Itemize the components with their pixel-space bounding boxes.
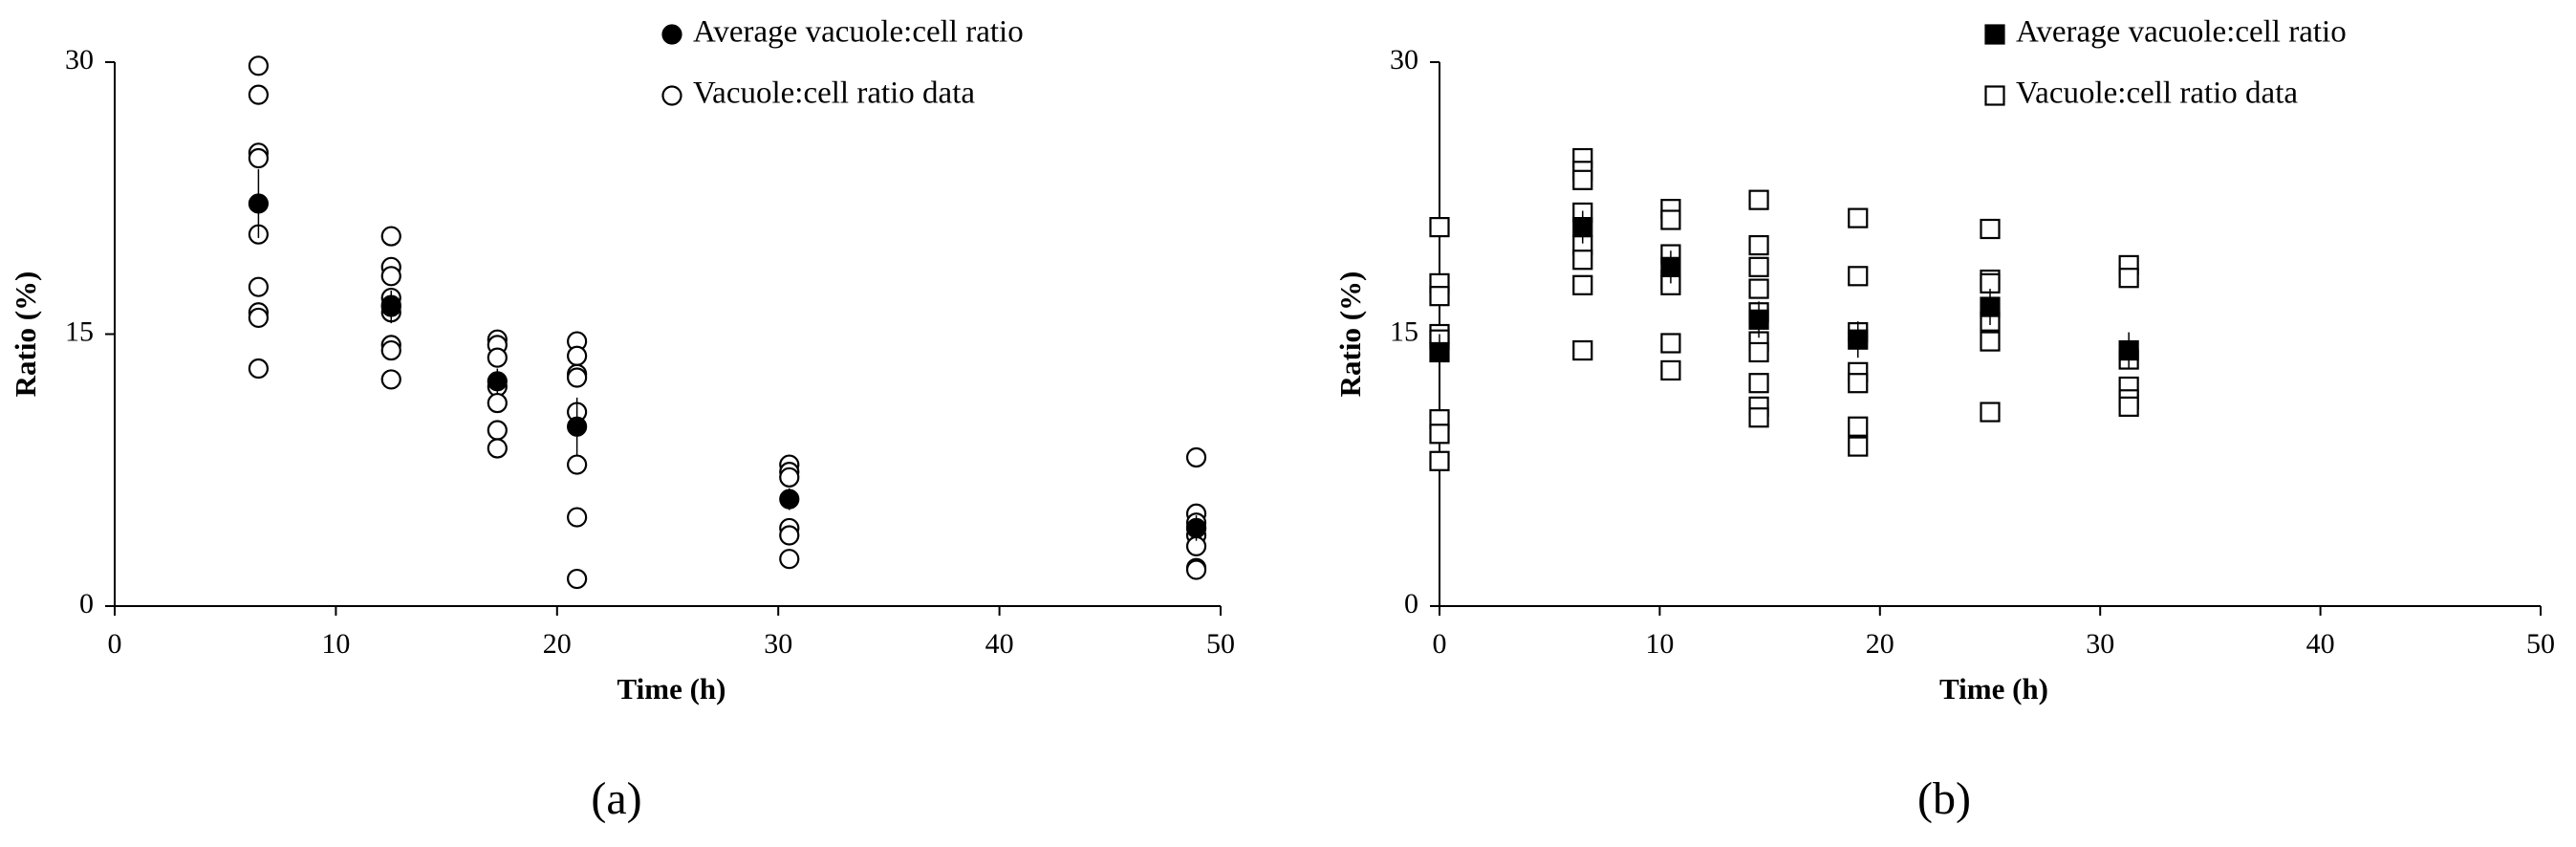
- x-tick-label: 0: [1433, 628, 1447, 660]
- x-tick-label: 50: [2526, 628, 2555, 660]
- data-point: [487, 347, 508, 368]
- data-point: [380, 369, 401, 390]
- average-point: [1429, 341, 1450, 363]
- y-axis-label: Ratio (%): [1333, 271, 1367, 398]
- y-tick-label: 15: [1390, 315, 1418, 347]
- legend-marker: [661, 24, 682, 45]
- data-point: [567, 345, 588, 366]
- average-point: [380, 296, 401, 317]
- x-axis-label: Time (h): [1939, 672, 2048, 706]
- x-tick-label: 0: [108, 628, 122, 660]
- average-point: [1980, 296, 2001, 317]
- average-point: [567, 416, 588, 437]
- data-point: [248, 84, 270, 105]
- data-point: [1748, 341, 1769, 363]
- data-point: [1572, 339, 1593, 361]
- average-point: [487, 371, 508, 392]
- data-point: [1748, 234, 1769, 256]
- data-point: [380, 339, 401, 361]
- x-tick-label: 10: [321, 628, 350, 660]
- data-point: [1848, 207, 1869, 228]
- data-point: [1848, 436, 1869, 457]
- data-point: [248, 276, 270, 297]
- data-point: [380, 266, 401, 287]
- data-point: [567, 568, 588, 590]
- data-point: [2118, 396, 2139, 417]
- data-point: [1848, 416, 1869, 437]
- x-tick-label: 10: [1645, 628, 1674, 660]
- data-point: [567, 507, 588, 528]
- y-tick-label: 15: [65, 315, 94, 347]
- data-point: [779, 525, 800, 546]
- x-tick-label: 20: [543, 628, 572, 660]
- x-tick-label: 30: [764, 628, 792, 660]
- average-point: [1572, 216, 1593, 238]
- x-tick-label: 20: [1866, 628, 1894, 660]
- data-point: [487, 392, 508, 414]
- y-tick-label: 0: [1404, 588, 1418, 619]
- data-point: [1848, 373, 1869, 394]
- data-point: [1429, 450, 1450, 471]
- x-tick-label: 50: [1206, 628, 1235, 660]
- panel-label: (b): [1917, 773, 1971, 824]
- y-tick-label: 30: [1390, 44, 1418, 76]
- data-point: [1848, 266, 1869, 287]
- data-point: [1572, 274, 1593, 295]
- y-axis-label: Ratio (%): [9, 271, 42, 398]
- data-point: [1980, 218, 2001, 240]
- average-point: [1185, 517, 1207, 539]
- data-point: [567, 454, 588, 475]
- data-point: [1748, 407, 1769, 428]
- data-point: [567, 367, 588, 388]
- data-point: [248, 147, 270, 169]
- data-point: [1748, 278, 1769, 299]
- data-point: [1185, 559, 1207, 580]
- data-point: [1748, 373, 1769, 394]
- legend-marker: [661, 85, 682, 106]
- data-point: [248, 307, 270, 329]
- average-point: [248, 193, 270, 214]
- data-point: [1660, 359, 1681, 381]
- data-point: [1660, 209, 1681, 230]
- panel-label: (a): [591, 773, 641, 824]
- data-point: [1572, 250, 1593, 271]
- data-point: [1429, 216, 1450, 238]
- x-tick-label: 40: [985, 628, 1014, 660]
- y-tick-label: 0: [79, 588, 94, 619]
- data-point: [248, 55, 270, 76]
- data-point: [1748, 189, 1769, 210]
- legend-label: Average vacuole:cell ratio: [693, 15, 1024, 50]
- data-point: [779, 549, 800, 570]
- data-point: [1429, 286, 1450, 307]
- data-point: [1572, 169, 1593, 190]
- data-point: [1429, 424, 1450, 445]
- data-point: [380, 226, 401, 247]
- data-point: [1660, 333, 1681, 354]
- legend-label: Average vacuole:cell ratio: [2016, 15, 2347, 50]
- data-point: [2118, 268, 2139, 289]
- average-point: [1748, 309, 1769, 330]
- x-tick-label: 40: [2306, 628, 2335, 660]
- legend-marker: [1984, 85, 2005, 106]
- average-point: [1848, 329, 1869, 350]
- legend-label: Vacuole:cell ratio data: [2016, 76, 2298, 111]
- x-tick-label: 30: [2086, 628, 2114, 660]
- data-point: [779, 467, 800, 488]
- data-point: [1185, 446, 1207, 468]
- y-tick-label: 30: [65, 44, 94, 76]
- average-point: [1660, 256, 1681, 277]
- data-point: [487, 420, 508, 441]
- average-point: [779, 489, 800, 510]
- data-point: [1980, 402, 2001, 423]
- data-point: [1980, 331, 2001, 352]
- data-point: [1748, 256, 1769, 277]
- x-axis-label: Time (h): [617, 672, 726, 706]
- data-point: [248, 358, 270, 380]
- legend-marker: [1984, 24, 2005, 45]
- average-point: [2118, 339, 2139, 361]
- data-point: [487, 438, 508, 459]
- legend-label: Vacuole:cell ratio data: [693, 76, 975, 111]
